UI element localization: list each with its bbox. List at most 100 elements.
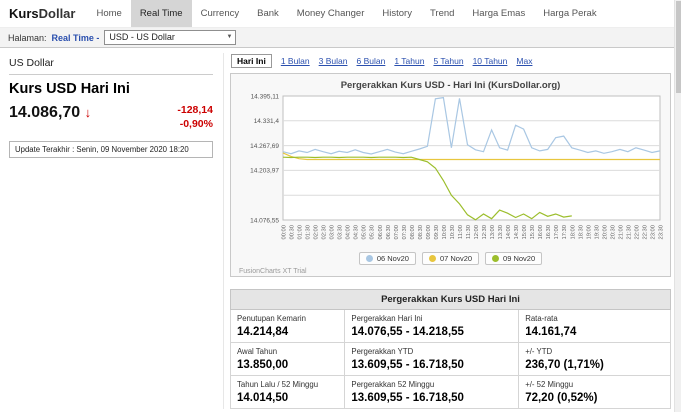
currency-select[interactable]: USD - US Dollar ▼ [104, 30, 237, 45]
svg-text:22:00: 22:00 [634, 225, 640, 240]
svg-text:11:30: 11:30 [466, 225, 472, 239]
svg-text:07:00: 07:00 [394, 225, 400, 240]
cell-label: Awal Tahun [237, 347, 278, 356]
svg-text:08:00: 08:00 [410, 225, 416, 240]
range-tab-6-bulan[interactable]: 6 Bulan [356, 56, 386, 66]
svg-text:15:00: 15:00 [522, 225, 528, 240]
rate-change: -128,14 -0,90% [177, 104, 213, 131]
cell-label: +/- 52 Minggu [525, 380, 574, 389]
svg-text:02:00: 02:00 [314, 225, 320, 240]
summary-table: Pergerakkan Kurs USD Hari Ini Penutupan … [229, 289, 671, 409]
range-tab-max[interactable]: Max [516, 56, 533, 66]
svg-text:06:00: 06:00 [378, 225, 384, 240]
cell-value: 72,20 (0,52%) [525, 392, 598, 404]
range-tab-10-tahun[interactable]: 10 Tahun [472, 56, 508, 66]
change-absolute: -128,14 [177, 104, 213, 116]
svg-text:05:00: 05:00 [362, 225, 368, 240]
top-nav: Kurs Dollar Home Real Time Currency Bank Mone… [0, 0, 681, 28]
svg-text:14:00: 14:00 [506, 225, 512, 240]
brand-logo[interactable]: Kurs Dollar [0, 0, 87, 27]
svg-text:03:00: 03:00 [330, 225, 336, 240]
legend-label: 07 Nov20 [439, 254, 473, 263]
svg-text:20:30: 20:30 [610, 225, 616, 240]
down-arrow-icon: ↓ [84, 105, 92, 120]
nav-item-bank[interactable]: Bank [257, 8, 279, 19]
svg-text:20:00: 20:00 [602, 225, 608, 240]
table-cell: Tahun Lalu / 52 Minggu 14.014,50 [229, 375, 346, 409]
svg-text:10:30: 10:30 [450, 225, 456, 240]
table-cell: Pergerakkan 52 Minggu 13.609,55 - 16.718,… [344, 375, 520, 409]
table-cell: Rata-rata 14.161,74 [518, 309, 671, 343]
halaman-label: Halaman: [8, 32, 47, 43]
cell-value: 236,70 (1,71%) [525, 359, 604, 371]
legend-label: 09 Nov20 [503, 254, 536, 263]
svg-text:19:00: 19:00 [586, 225, 592, 240]
svg-text:08:30: 08:30 [418, 225, 424, 240]
series-line-07-nov20 [282, 152, 660, 161]
range-tab-3-bulan[interactable]: 3 Bulan [318, 56, 348, 66]
nav-item-home[interactable]: Home [96, 8, 122, 19]
range-tab-1-bulan[interactable]: 1 Bulan [280, 56, 310, 66]
scrollbar[interactable] [674, 0, 681, 412]
range-tab-hari-ini[interactable]: Hari Ini [231, 54, 272, 68]
svg-text:11:00: 11:00 [458, 225, 464, 239]
legend-item-06-nov20[interactable]: 06 Nov20 [358, 252, 416, 265]
chart-title: Pergerakkan Kurs USD - Hari Ini (KursDol… [340, 80, 561, 91]
nav-item-trend[interactable]: Trend [429, 8, 455, 19]
svg-text:10:00: 10:00 [442, 225, 448, 240]
chart-panel: Hari Ini 1 Bulan 3 Bulan 6 Bulan 1 Tahun 5 Ta… [224, 53, 681, 409]
price-row: 14.086,70 ↓ -128,14 -0,90% [9, 104, 213, 131]
svg-text:12:00: 12:00 [474, 225, 480, 240]
series-line-09-nov20 [282, 156, 572, 221]
last-update: Update Terakhir : Senin, 09 November 202… [9, 141, 213, 159]
subnav: Halaman: Real Time - USD - US Dollar ▼ [0, 28, 681, 48]
summary-table-body: Penutupan Kemarin 14.214,84 Pergerakkan Ha… [229, 309, 671, 409]
nav-items: Home Real Time Currency Bank Money Changer Hi… [87, 0, 605, 27]
nav-item-real-time[interactable]: Real Time [130, 0, 192, 27]
cell-label: Pergerakkan YTD [351, 347, 414, 356]
chart-box: Pergerakkan Kurs USD - Hari Ini (KursDol… [230, 73, 671, 277]
legend-item-09-nov20[interactable]: 09 Nov20 [485, 252, 543, 265]
range-tab-5-tahun[interactable]: 5 Tahun [433, 56, 464, 66]
nav-item-money-changer[interactable]: Money Changer [296, 8, 365, 19]
svg-text:04:30: 04:30 [354, 225, 360, 240]
svg-text:09:30: 09:30 [434, 225, 440, 240]
table-cell: Penutupan Kemarin 14.214,84 [229, 309, 346, 343]
svg-text:14.331,4: 14.331,4 [254, 118, 280, 125]
rate-value: 14.086,70 [9, 104, 81, 121]
cell-label: +/- YTD [525, 347, 553, 356]
chevron-down-icon: ▼ [226, 34, 233, 40]
svg-text:05:30: 05:30 [370, 225, 376, 240]
currency-select-value: USD - US Dollar [109, 32, 175, 42]
svg-text:14:30: 14:30 [514, 225, 520, 240]
brand-part1: Kurs [9, 6, 39, 21]
nav-item-harga-perak[interactable]: Harga Perak [543, 8, 597, 19]
table-cell: Pergerakkan YTD 13.609,55 - 16.718,50 [344, 342, 520, 376]
cell-label: Rata-rata [525, 314, 558, 323]
svg-text:19:30: 19:30 [594, 225, 600, 240]
table-cell: Pergerakkan Hari Ini 14.076,55 - 14.218,5… [344, 309, 520, 343]
svg-text:23:00: 23:00 [650, 225, 656, 240]
nav-item-history[interactable]: History [382, 8, 412, 19]
realtime-link[interactable]: Real Time - [51, 32, 100, 43]
range-tabs: Hari Ini 1 Bulan 3 Bulan 6 Bulan 1 Tahun 5 Ta… [231, 54, 671, 68]
cell-label: Pergerakkan Hari Ini [351, 314, 423, 323]
chart-watermark: FusionCharts XT Trial [239, 268, 307, 275]
table-cell: +/- 52 Minggu 72,20 (0,52%) [518, 375, 671, 409]
quote-title: Kurs USD Hari Ini [9, 81, 130, 97]
svg-text:13:00: 13:00 [490, 225, 496, 240]
svg-text:07:30: 07:30 [402, 225, 408, 240]
range-tab-1-tahun[interactable]: 1 Tahun [394, 56, 425, 66]
legend-bullet-icon [492, 255, 500, 262]
scrollbar-thumb[interactable] [676, 1, 681, 93]
svg-text:23:30: 23:30 [659, 225, 665, 240]
svg-text:06:30: 06:30 [386, 225, 392, 240]
nav-item-currency[interactable]: Currency [200, 8, 240, 19]
svg-text:17:30: 17:30 [562, 225, 568, 240]
legend-item-07-nov20[interactable]: 07 Nov20 [421, 252, 480, 265]
legend-bullet-icon [428, 255, 436, 262]
svg-text:01:00: 01:00 [298, 225, 304, 240]
legend-label: 06 Nov20 [376, 254, 409, 263]
nav-item-harga-emas[interactable]: Harga Emas [472, 8, 526, 19]
